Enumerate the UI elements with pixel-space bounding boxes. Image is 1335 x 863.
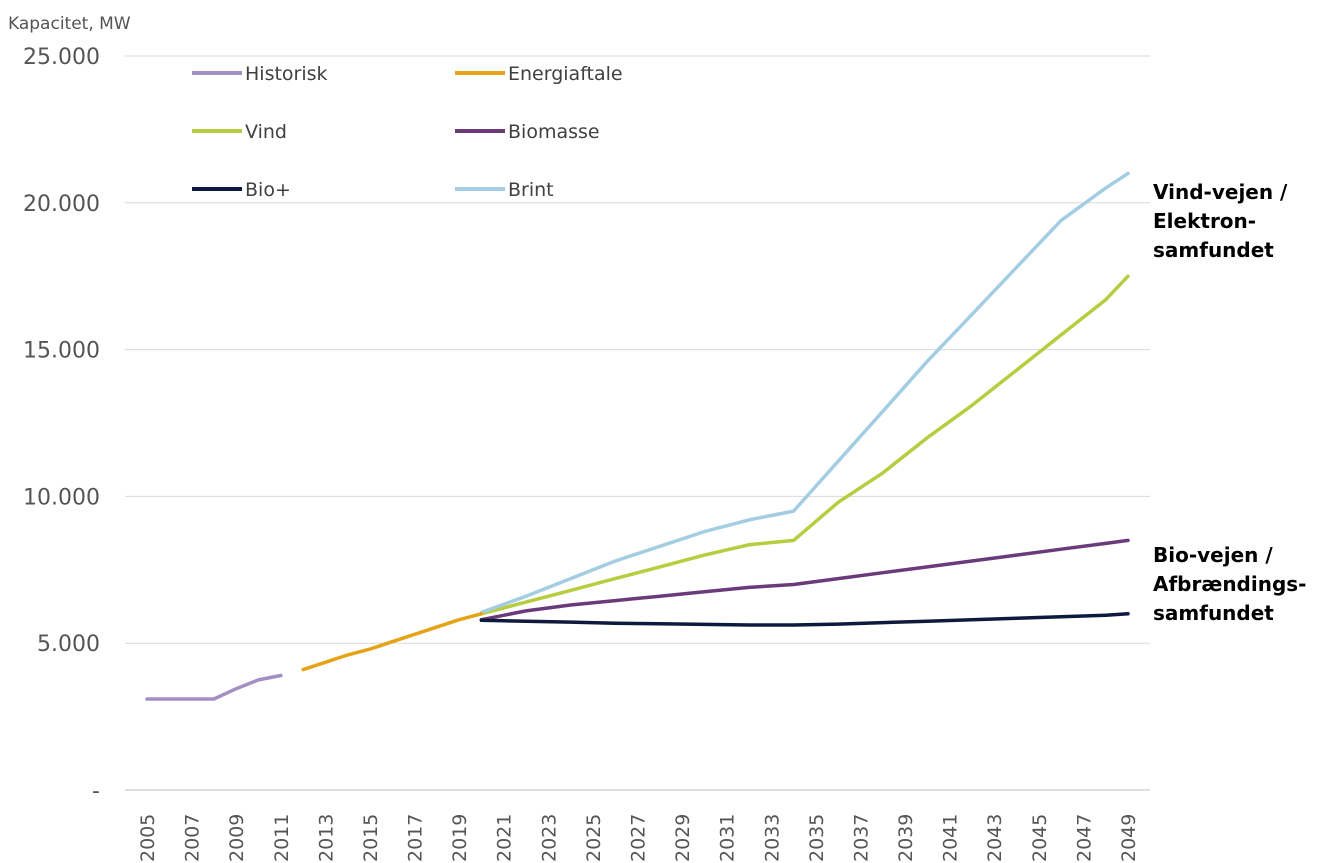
y-axis-ticks: - 5.000 10.000 15.000 20.000 25.000 xyxy=(23,45,100,804)
legend: Historisk Energiaftale Vind Biomasse Bio+ Bri… xyxy=(192,63,623,201)
x-tick-label: 2027 xyxy=(628,814,650,862)
svg-text:2039: 2039 xyxy=(895,814,917,862)
y-tick-label: - xyxy=(92,779,100,804)
x-tick-label: 2011 xyxy=(271,814,293,862)
x-tick-label: 2007 xyxy=(182,814,204,862)
svg-text:2035: 2035 xyxy=(806,814,828,862)
series-line-vind xyxy=(479,274,1130,616)
svg-text:2031: 2031 xyxy=(717,814,739,862)
legend-item: Brint xyxy=(455,179,554,201)
svg-text:2025: 2025 xyxy=(583,814,605,862)
x-tick-label: 2047 xyxy=(1073,814,1095,862)
annotation-vind-vejen: Vind-vejen / Elektron- samfundet xyxy=(1153,180,1288,262)
series-line-biomasse xyxy=(479,538,1130,622)
legend-label: Brint xyxy=(508,179,554,201)
svg-text:2045: 2045 xyxy=(1029,814,1051,862)
legend-label: Bio+ xyxy=(245,179,291,201)
x-tick-label: 2021 xyxy=(494,814,516,862)
series-layer xyxy=(145,171,1130,701)
svg-text:2043: 2043 xyxy=(984,814,1006,862)
x-tick-label: 2041 xyxy=(940,814,962,862)
svg-text:2049: 2049 xyxy=(1118,814,1140,862)
legend-label: Biomasse xyxy=(508,121,600,143)
svg-text:2047: 2047 xyxy=(1073,814,1095,862)
svg-text:2007: 2007 xyxy=(182,814,204,862)
svg-text:2021: 2021 xyxy=(494,814,516,862)
svg-text:2013: 2013 xyxy=(315,814,337,862)
legend-label: Vind xyxy=(245,121,287,143)
y-tick-label: 5.000 xyxy=(37,632,100,657)
x-tick-label: 2025 xyxy=(583,814,605,862)
x-tick-label: 2009 xyxy=(226,814,248,862)
x-tick-label: 2031 xyxy=(717,814,739,862)
x-tick-label: 2023 xyxy=(538,814,560,862)
series-line-bio- xyxy=(479,612,1130,627)
svg-text:2011: 2011 xyxy=(271,814,293,862)
x-tick-label: 2029 xyxy=(672,814,694,862)
svg-text:2019: 2019 xyxy=(449,814,471,862)
x-tick-label: 2039 xyxy=(895,814,917,862)
series-line-brint xyxy=(479,171,1130,615)
svg-text:2015: 2015 xyxy=(360,814,382,862)
svg-text:2041: 2041 xyxy=(940,814,962,862)
x-axis-ticks: 2005 2007 2009 2011 2013 2015 2017 2019 2021 2023… xyxy=(137,814,1140,862)
series-line-historisk xyxy=(145,673,283,701)
x-tick-label: 2005 xyxy=(137,814,159,862)
svg-text:2017: 2017 xyxy=(405,814,427,862)
x-tick-label: 2037 xyxy=(850,814,872,862)
legend-item: Historisk xyxy=(192,63,328,85)
grid-layer xyxy=(125,55,1150,791)
legend-item: Biomasse xyxy=(455,121,600,143)
legend-item: Energiaftale xyxy=(455,63,623,85)
legend-label: Energiaftale xyxy=(508,63,623,85)
y-tick-label: 15.000 xyxy=(23,339,100,364)
svg-text:2029: 2029 xyxy=(672,814,694,862)
x-tick-label: 2019 xyxy=(449,814,471,862)
legend-item: Bio+ xyxy=(192,179,291,201)
x-tick-label: 2045 xyxy=(1029,814,1051,862)
y-tick-label: 10.000 xyxy=(23,485,100,510)
x-tick-label: 2033 xyxy=(761,814,783,862)
x-tick-label: 2035 xyxy=(806,814,828,862)
x-tick-label: 2043 xyxy=(984,814,1006,862)
svg-text:2037: 2037 xyxy=(850,814,872,862)
y-axis-title: Kapacitet, MW xyxy=(8,14,131,34)
svg-text:2033: 2033 xyxy=(761,814,783,862)
svg-text:2005: 2005 xyxy=(137,814,159,862)
x-tick-label: 2013 xyxy=(315,814,337,862)
annotation-bio-vejen: Bio-vejen / Afbrændings- samfundet xyxy=(1153,543,1307,625)
legend-item: Vind xyxy=(192,121,287,143)
svg-text:2023: 2023 xyxy=(538,814,560,862)
y-tick-label: 20.000 xyxy=(23,192,100,217)
svg-text:2009: 2009 xyxy=(226,814,248,862)
x-tick-label: 2049 xyxy=(1118,814,1140,862)
legend-label: Historisk xyxy=(245,63,328,85)
x-tick-label: 2017 xyxy=(405,814,427,862)
y-tick-label: 25.000 xyxy=(23,45,100,70)
svg-text:2027: 2027 xyxy=(628,814,650,862)
series-line-energiaftale xyxy=(301,612,484,672)
x-tick-label: 2015 xyxy=(360,814,382,862)
